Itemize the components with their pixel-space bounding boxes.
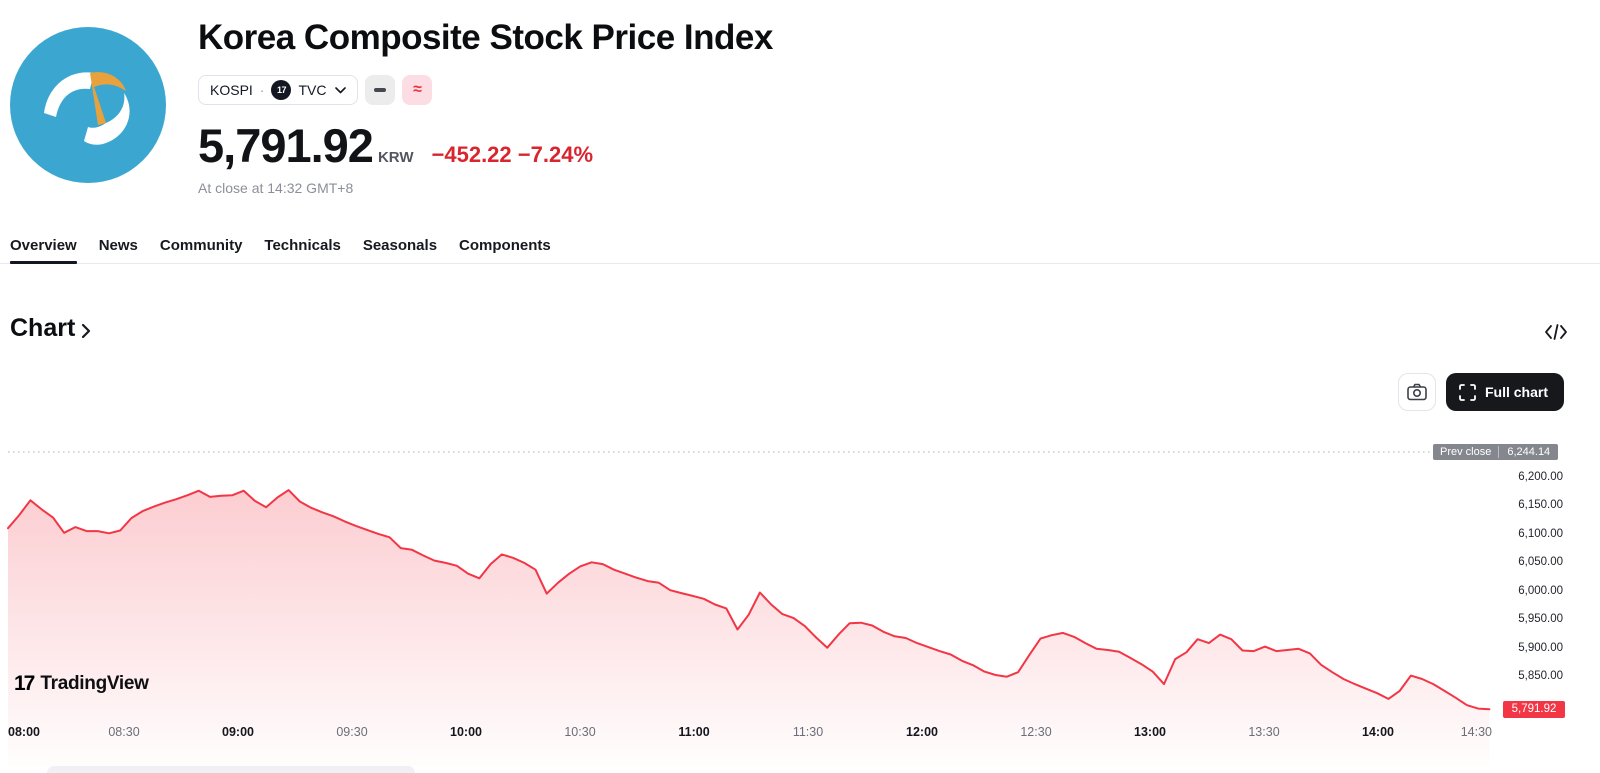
symbol-badge-row: KOSPI · 17 TVC ≈ bbox=[198, 75, 433, 105]
y-tick-label: 5,900.00 bbox=[1518, 641, 1563, 654]
y-tick-label: 6,200.00 bbox=[1518, 471, 1563, 483]
y-tick-label: 5,850.00 bbox=[1518, 670, 1563, 683]
snapshot-button[interactable] bbox=[1398, 373, 1436, 411]
x-tick-label: 09:30 bbox=[336, 725, 368, 739]
price-line bbox=[7, 489, 1491, 711]
symbol-header: Korea Composite Stock Price Index KOSPI … bbox=[198, 18, 773, 196]
active-tab-underline bbox=[10, 261, 77, 264]
x-tick-label: 13:00 bbox=[1134, 725, 1166, 739]
x-tick-label: 12:00 bbox=[906, 725, 938, 739]
y-tick-label: 6,050.00 bbox=[1518, 556, 1563, 569]
tab-community[interactable]: Community bbox=[159, 237, 243, 254]
area-fill bbox=[8, 490, 1490, 766]
price-row: 5,791.92 KRW −452.22 −7.24% bbox=[198, 118, 593, 173]
tab-bar: Overview News Community Technicals Seasonals… bbox=[10, 237, 551, 266]
tab-components[interactable]: Components bbox=[459, 237, 551, 254]
x-tick-label: 08:00 bbox=[8, 725, 40, 739]
tab-seasonals[interactable]: Seasonals bbox=[362, 237, 438, 254]
tab-overview[interactable]: Overview bbox=[10, 237, 77, 254]
tradingview-watermark[interactable]: 17 TradingView bbox=[14, 672, 149, 696]
prev-close-label: Prev close bbox=[1440, 446, 1492, 458]
last-price: 5,791.92 bbox=[198, 119, 374, 172]
symbol-picker[interactable]: KOSPI · 17 TVC bbox=[198, 75, 359, 105]
tradingview-mark-icon: 17 bbox=[271, 80, 292, 100]
chart-heading: Chart bbox=[10, 314, 76, 342]
x-tick-label: 11:30 bbox=[792, 725, 824, 739]
chevron-down-icon bbox=[335, 86, 347, 93]
y-tick-label: 6,100.00 bbox=[1518, 527, 1563, 540]
market-status-badge[interactable] bbox=[365, 75, 396, 105]
x-tick-label: 11:00 bbox=[678, 725, 710, 739]
price-change: −452.22 −7.24% bbox=[431, 142, 594, 167]
y-tick-label: 6,000.00 bbox=[1518, 584, 1563, 597]
approx-icon: ≈ bbox=[413, 81, 422, 98]
chart-section-link[interactable]: Chart bbox=[10, 314, 91, 343]
tab-technicals[interactable]: Technicals bbox=[264, 237, 341, 254]
currency-label: KRW bbox=[377, 149, 414, 166]
x-tick-label: 10:00 bbox=[450, 725, 482, 739]
chart-canvas[interactable] bbox=[0, 430, 1600, 773]
tradingview-logo-text: TradingView bbox=[40, 673, 149, 694]
camera-icon bbox=[1407, 383, 1427, 401]
tabbar-divider bbox=[0, 263, 1600, 264]
exchange-name: TVC bbox=[298, 82, 327, 98]
x-tick-label: 08:30 bbox=[108, 725, 140, 739]
minus-dash-icon bbox=[374, 88, 387, 92]
full-chart-button[interactable]: Full chart bbox=[1446, 373, 1565, 411]
fullscreen-icon bbox=[1459, 383, 1476, 401]
tab-news[interactable]: News bbox=[98, 237, 138, 254]
tradingview-logo-icon: 17 bbox=[14, 672, 35, 695]
prev-close-badge: Prev close 6,244.14 bbox=[1433, 444, 1559, 460]
y-tick-label: 5,950.00 bbox=[1518, 613, 1563, 626]
chevron-right-icon bbox=[82, 323, 91, 338]
embed-code-icon[interactable] bbox=[1543, 320, 1569, 344]
kospi-logo bbox=[10, 27, 166, 183]
price-chart[interactable]: Prev close 6,244.14 6,200.00 6,150.00 6,10… bbox=[0, 430, 1600, 773]
prev-close-value: 6,244.14 bbox=[1498, 446, 1558, 458]
x-tick-label: 14:30 bbox=[1460, 725, 1492, 739]
symbol-name: KOSPI bbox=[210, 82, 253, 98]
page-title: Korea Composite Stock Price Index bbox=[198, 18, 773, 57]
x-tick-label: 12:30 bbox=[1020, 725, 1052, 739]
separator-dot: · bbox=[259, 82, 265, 98]
x-tick-label: 14:00 bbox=[1362, 725, 1394, 739]
last-price-badge: 5,791.92 bbox=[1503, 700, 1565, 718]
x-tick-label: 09:00 bbox=[222, 725, 254, 739]
range-selector-partial[interactable] bbox=[47, 766, 415, 773]
x-tick-label: 10:30 bbox=[564, 725, 596, 739]
x-tick-label: 13:30 bbox=[1248, 725, 1280, 739]
y-tick-label: 6,150.00 bbox=[1518, 499, 1563, 512]
full-chart-label: Full chart bbox=[1485, 384, 1549, 400]
logo-circle bbox=[10, 27, 166, 183]
close-time-note: At close at 14:32 GMT+8 bbox=[198, 180, 354, 196]
approx-status-badge[interactable]: ≈ bbox=[402, 75, 433, 105]
